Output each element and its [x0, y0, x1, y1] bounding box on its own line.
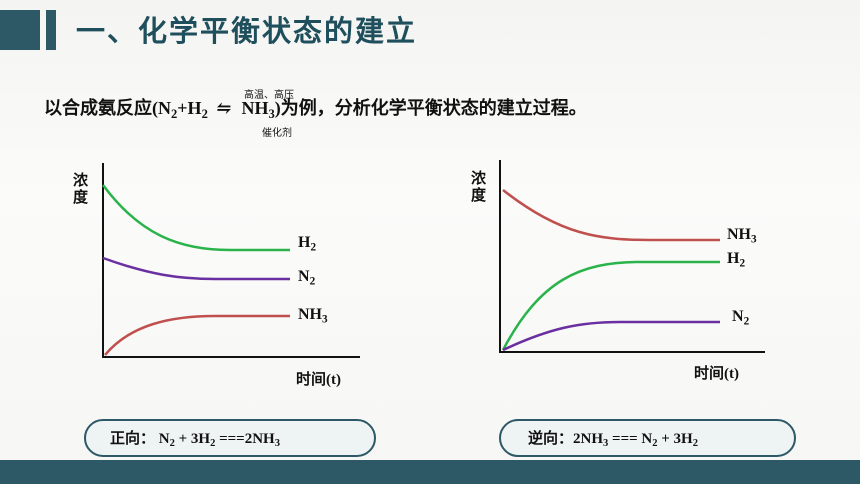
equation: 正向： N2 + 3H2 ===2NH3	[110, 427, 280, 449]
text-part: 3	[274, 438, 280, 450]
text-part: 以合成氨反应(N	[44, 98, 171, 118]
text-part: 2	[743, 315, 750, 328]
y-label: 浓度	[71, 172, 89, 206]
text-part: 2	[210, 438, 216, 450]
text-part: 2	[171, 106, 178, 121]
curve	[501, 260, 720, 351]
curve-label: NH3	[298, 306, 328, 325]
text-part: NH	[727, 226, 751, 243]
right-curves	[501, 189, 720, 352]
text-part: H	[727, 250, 740, 267]
text-part: N	[732, 308, 744, 325]
x-label: 时间(t)	[296, 372, 341, 388]
text-part: 3	[603, 438, 609, 450]
pill	[84, 419, 376, 457]
text-part: 3	[322, 313, 328, 326]
equation: 逆向：2NH3 === N2 + 3H2	[528, 427, 698, 449]
axes	[102, 163, 360, 358]
text-part: + 3H	[657, 431, 693, 447]
text-part: +H	[177, 98, 202, 118]
text-part: ===2NH	[215, 431, 275, 447]
text-part: NH	[241, 98, 269, 118]
curve-label: H2	[727, 250, 745, 269]
text-part: NH	[298, 306, 322, 323]
text-part: 3	[751, 233, 757, 246]
right-axes	[499, 160, 765, 353]
text-part: )为例，分析化学平衡状态的建立过程。	[274, 98, 587, 118]
text-part: 3	[268, 106, 275, 121]
text-part: === N	[608, 431, 653, 447]
text-part: 2	[169, 438, 175, 450]
left-curves	[101, 184, 290, 356]
text-part: 2	[309, 275, 316, 288]
curve	[502, 320, 720, 352]
title: 一、化学平衡状态的建立	[76, 14, 418, 48]
text-part: 正向： N	[110, 431, 170, 447]
text-part: + 3H	[174, 431, 211, 447]
y-label: 浓度	[469, 170, 487, 204]
header-bar	[46, 10, 56, 50]
curve-label: H2	[298, 234, 316, 253]
x-label: 时间(t)	[694, 366, 739, 382]
curve	[104, 314, 290, 356]
text-part: H	[298, 234, 311, 251]
text-part: N	[298, 268, 310, 285]
text-part: 2	[201, 106, 208, 121]
condition: 高温、高压	[244, 90, 294, 101]
axes	[499, 160, 765, 353]
text-part: 逆向：2NH	[528, 431, 604, 447]
text-part: 2	[652, 438, 658, 450]
text-part: 2	[310, 241, 317, 254]
text-part	[208, 98, 213, 118]
curve	[101, 184, 290, 252]
pill	[499, 419, 796, 457]
left-axes	[102, 163, 360, 358]
curve-label: N2	[732, 308, 749, 327]
footer-band	[0, 460, 860, 484]
arrow: ⇋	[216, 98, 232, 118]
curve-label: NH3	[727, 226, 757, 245]
text-part: 2	[739, 257, 746, 270]
curve	[502, 189, 720, 242]
text-part: 2	[692, 438, 698, 450]
header-block	[0, 10, 40, 50]
condition: 催化剂	[262, 128, 292, 139]
curve	[102, 256, 290, 281]
intro: 以合成氨反应(N2+H2 ⇋ NH3)为例，分析化学平衡状态的建立过程。	[44, 94, 587, 122]
curve-label: N2	[298, 268, 315, 287]
